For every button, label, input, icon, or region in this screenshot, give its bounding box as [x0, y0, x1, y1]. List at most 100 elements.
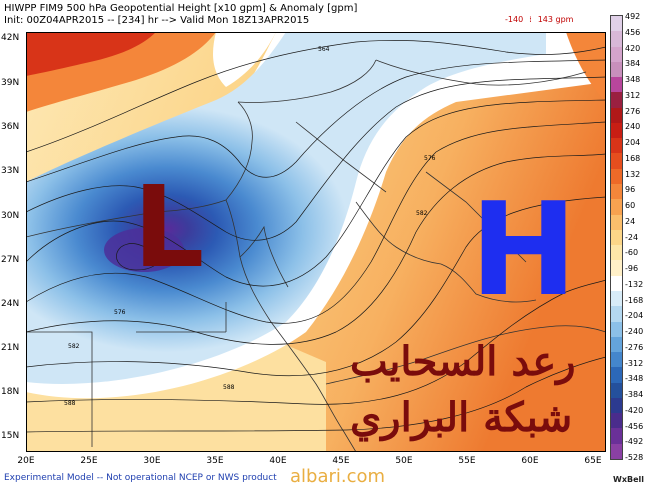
lon-label: 65E: [584, 456, 602, 466]
colorbar-segment: [611, 367, 622, 384]
lat-label: 21N: [1, 343, 20, 353]
brand-logo: WxBell: [613, 475, 644, 484]
lat-label: 27N: [1, 255, 20, 265]
ne-warm-corner: [566, 32, 606, 102]
range-min: -140: [505, 15, 524, 24]
map-canvas: 564 576 582 576 582 588 588: [26, 32, 606, 452]
colorbar-segment: [611, 397, 622, 414]
colorbar-segment: [611, 153, 622, 170]
lon-label: 40E: [269, 456, 287, 466]
colorbar-label: 204: [625, 138, 641, 147]
low-core: [104, 228, 184, 272]
colorbar-label: -132: [625, 279, 644, 289]
colorbar-segment: [611, 61, 622, 78]
coastlines: [26, 59, 606, 452]
chart-title: HIWPP FIM9 500 hPa Geopotential Height […: [4, 3, 358, 14]
colorbar-segment: [611, 443, 622, 460]
colorbar-segment: [611, 352, 622, 368]
colorbar-label: 60: [625, 201, 636, 210]
colorbar-label: 240: [625, 122, 641, 132]
colorbar-segment: [611, 107, 622, 124]
anomaly-range: -140 ⁞ 143 gpm: [505, 15, 574, 24]
contour-label: 576: [114, 309, 126, 316]
colorbar-label: 312: [625, 90, 641, 100]
colorbar-label: 24: [625, 216, 636, 226]
colorbar-label: -420: [625, 405, 644, 415]
colorbar-label: 168: [625, 153, 641, 163]
colorbar-segment: [611, 245, 622, 261]
colorbar-label: -96: [625, 264, 639, 273]
colorbar-label: -240: [625, 327, 644, 336]
colorbar-label: 132: [625, 169, 641, 179]
disclaimer: Experimental Model -- Not operational NC…: [4, 473, 277, 483]
colorbar-label: 348: [625, 75, 641, 84]
lon-label: 45E: [332, 456, 350, 466]
colorbar-label: -348: [625, 374, 644, 384]
lat-label: 24N: [1, 299, 20, 309]
colorbar-segment: [611, 321, 622, 338]
colorbar-label: -204: [625, 311, 644, 321]
lat-label: 33N: [1, 166, 20, 176]
colorbar-label: -60: [625, 248, 639, 258]
colorbar-segment: [611, 306, 622, 322]
chart-subtitle: Init: 00Z04APR2015 -- [234] hr --> Valid…: [4, 15, 310, 26]
colorbar-label: 420: [625, 43, 641, 53]
colorbar-segment: [611, 260, 622, 277]
contour-label: 576: [424, 155, 436, 162]
contour-label: 564: [318, 46, 330, 53]
colorbar-label: 276: [625, 106, 641, 116]
colorbar-label: -168: [625, 295, 644, 305]
colorbar-segment: [611, 46, 622, 63]
low-pressure-letter: L: [133, 163, 205, 293]
lon-label: 60E: [521, 456, 539, 466]
colorbar: [610, 15, 623, 460]
colorbar-label: -276: [625, 342, 644, 352]
map-frame: [26, 32, 606, 452]
nw-hot-corner: [26, 32, 156, 76]
contour-label: 582: [68, 343, 80, 350]
contour-label: 588: [64, 400, 76, 407]
lat-label: 36N: [1, 122, 20, 132]
colorbar-label: -312: [625, 358, 644, 368]
colorbar-label: -528: [625, 453, 644, 462]
colorbar-segment: [611, 214, 622, 231]
colorbar-label: 456: [625, 27, 641, 37]
colorbar-segment: [611, 92, 622, 109]
colorbar-segment: [611, 184, 622, 200]
colorbar-label: 492: [625, 12, 641, 21]
lat-label: 39N: [1, 78, 20, 88]
colorbar-segment: [611, 16, 622, 32]
colorbar-segment: [611, 275, 622, 292]
high-pressure-letter: H: [470, 176, 578, 325]
colorbar-label: -492: [625, 437, 644, 447]
lon-label: 50E: [395, 456, 413, 466]
contour-label: 582: [416, 210, 428, 217]
watermark: albari.com: [290, 466, 386, 487]
colorbar-label: -24: [625, 232, 639, 242]
colorbar-segment: [611, 199, 622, 216]
colorbar-segment: [611, 290, 622, 307]
cold-trough: [26, 32, 546, 384]
lon-label: 35E: [206, 456, 224, 466]
colorbar-segment: [611, 168, 622, 185]
colorbar-label: -456: [625, 421, 644, 431]
range-max: 143 gpm: [537, 15, 574, 24]
colorbar-label: 96: [625, 185, 636, 195]
lon-label: 30E: [143, 456, 161, 466]
lat-label: 42N: [1, 33, 20, 43]
lat-label: 18N: [1, 387, 20, 397]
colorbar-label: -384: [625, 390, 644, 399]
colorbar-segment: [611, 382, 622, 399]
lon-label: 25E: [80, 456, 98, 466]
colorbar-segment: [611, 336, 622, 353]
arabic-caption-2: شبكة البراري: [350, 394, 573, 441]
colorbar-segment: [611, 229, 622, 246]
colorbar-segment: [611, 428, 622, 445]
lon-label: 55E: [458, 456, 476, 466]
colorbar-segment: [611, 138, 622, 154]
weather-map: 564 576 582 576 582 588 588: [26, 32, 606, 452]
arabic-caption-1: رعد السحايب: [350, 338, 576, 385]
lat-label: 30N: [1, 211, 20, 221]
colorbar-segment: [611, 77, 622, 93]
colorbar-segment: [611, 413, 622, 429]
